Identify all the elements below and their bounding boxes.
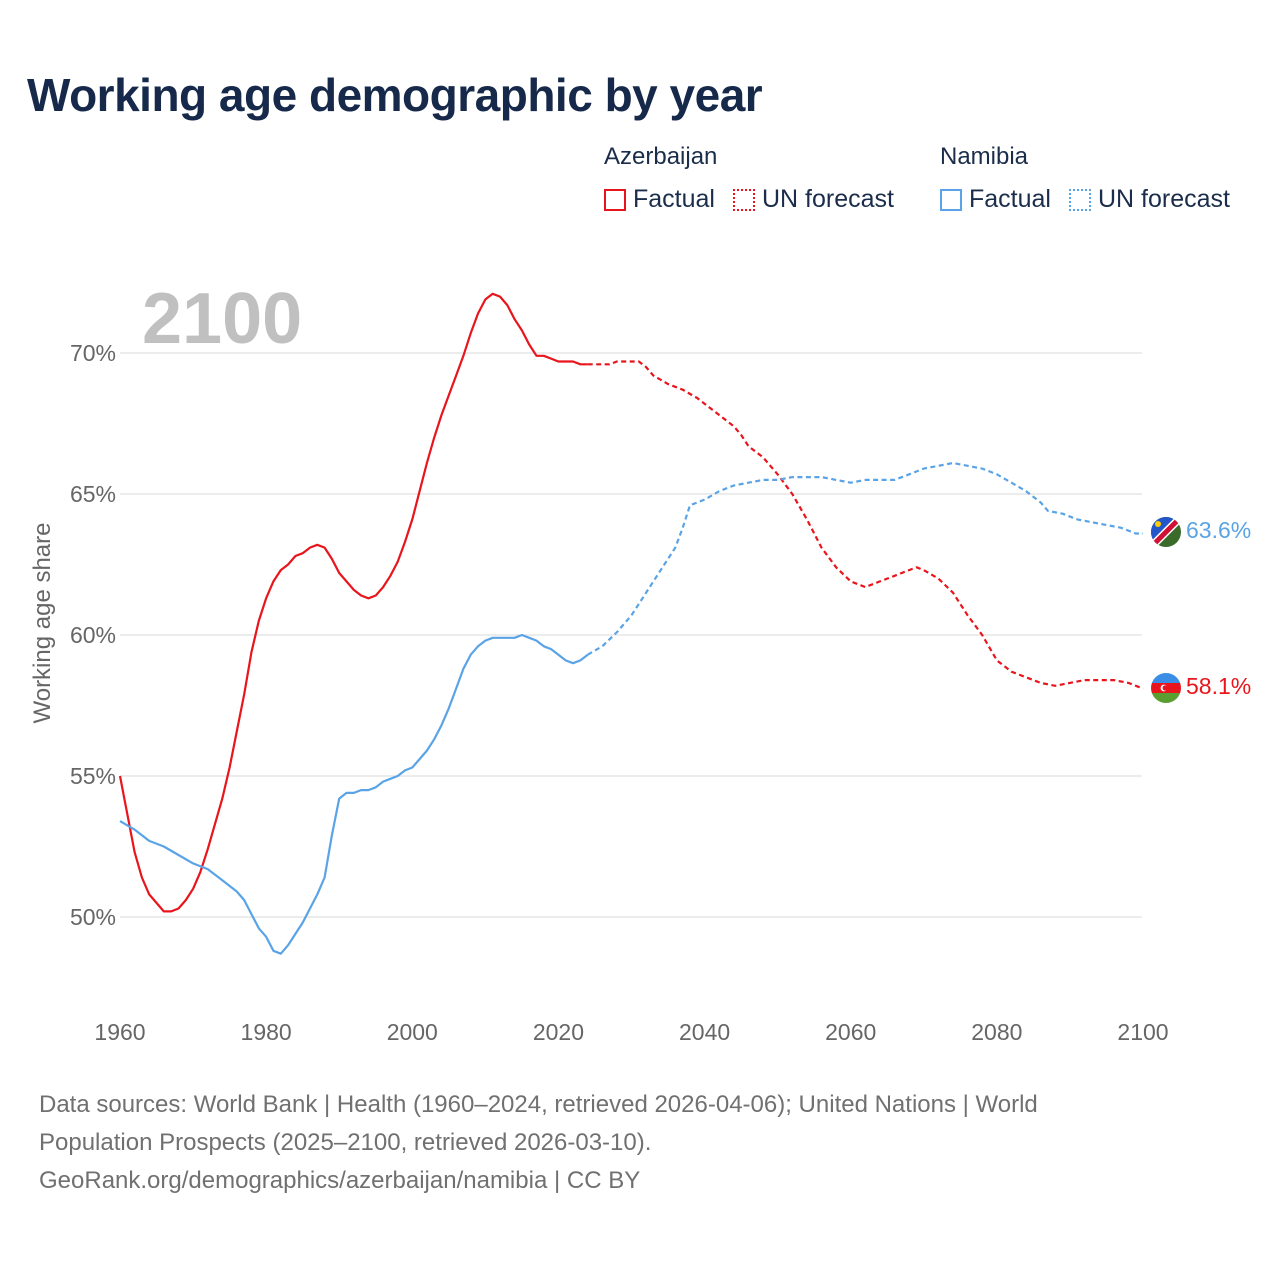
legend-item-namibia-forecast[interactable]: UN forecast — [1068, 185, 1230, 214]
series-lines — [118, 292, 1144, 955]
y-axis-ticks: 50% 55% 60% 65% 70% — [70, 340, 116, 930]
chart-title: Working age demographic by year — [27, 69, 763, 121]
azerbaijan-forecast-line[interactable] — [587, 360, 1144, 690]
legend-item-namibia-factual[interactable]: Factual — [940, 185, 1051, 214]
x-axis-ticks: 1960 1980 2000 2020 2040 2060 2080 2100 — [94, 1019, 1168, 1045]
sources-line: Data sources: World Bank | Health (1960–… — [39, 1091, 1038, 1118]
azerbaijan-end-value: 58.1% — [1186, 673, 1251, 699]
legend-group-namibia: Namibia Factual UN forecast — [940, 143, 1248, 214]
y-tick-label: 70% — [70, 340, 116, 366]
x-tick-label: 2080 — [971, 1019, 1022, 1045]
y-tick-label: 50% — [70, 904, 116, 930]
legend-item-azerbaijan-forecast[interactable]: UN forecast — [732, 185, 894, 214]
data-sources: Data sources: World Bank | Health (1960–… — [39, 1086, 1219, 1200]
x-tick-label: 2040 — [679, 1019, 730, 1045]
namibia-forecast-line[interactable] — [587, 461, 1143, 656]
legend-swatch-solid — [940, 188, 962, 211]
azerbaijan-factual-line[interactable] — [118, 292, 588, 913]
legend-item-label: Factual — [969, 185, 1051, 213]
sources-link[interactable]: GeoRank.org/demographics/azerbaijan/nami… — [39, 1167, 641, 1194]
legend-item-azerbaijan-factual[interactable]: Factual — [604, 185, 715, 214]
x-tick-label: 2000 — [387, 1019, 438, 1045]
legend-group-name: Azerbaijan — [604, 143, 718, 170]
legend-swatch-dotted — [1068, 188, 1091, 211]
x-tick-label: 1980 — [241, 1019, 292, 1045]
namibia-factual-line[interactable] — [119, 633, 589, 955]
sources-line: Population Prospects (2025–2100, retriev… — [39, 1129, 652, 1156]
legend-item-label: UN forecast — [761, 185, 894, 213]
gridlines — [120, 352, 1142, 918]
x-tick-label: 2100 — [1117, 1019, 1168, 1045]
x-tick-label: 2060 — [825, 1019, 876, 1045]
namibia-end-value: 63.6% — [1186, 517, 1251, 543]
x-tick-label: 2020 — [533, 1019, 584, 1045]
legend-item-label: Factual — [633, 185, 715, 213]
azerbaijan-flag-icon[interactable] — [1151, 673, 1181, 703]
legend-group-name: Namibia — [940, 143, 1029, 170]
legend-item-label: UN forecast — [1097, 185, 1230, 213]
namibia-flag-icon[interactable] — [1151, 517, 1181, 547]
x-tick-label: 1960 — [94, 1019, 145, 1045]
legend-swatch-solid — [604, 188, 626, 211]
legend-group-azerbaijan: Azerbaijan Factual UN forecast — [604, 143, 912, 214]
y-tick-label: 65% — [70, 481, 116, 507]
y-tick-label: 60% — [70, 622, 116, 648]
y-axis-label: Working age share — [29, 523, 56, 724]
legend-swatch-dotted — [732, 188, 755, 211]
current-year-label: 2100 — [142, 279, 302, 359]
y-tick-label: 55% — [70, 763, 116, 789]
